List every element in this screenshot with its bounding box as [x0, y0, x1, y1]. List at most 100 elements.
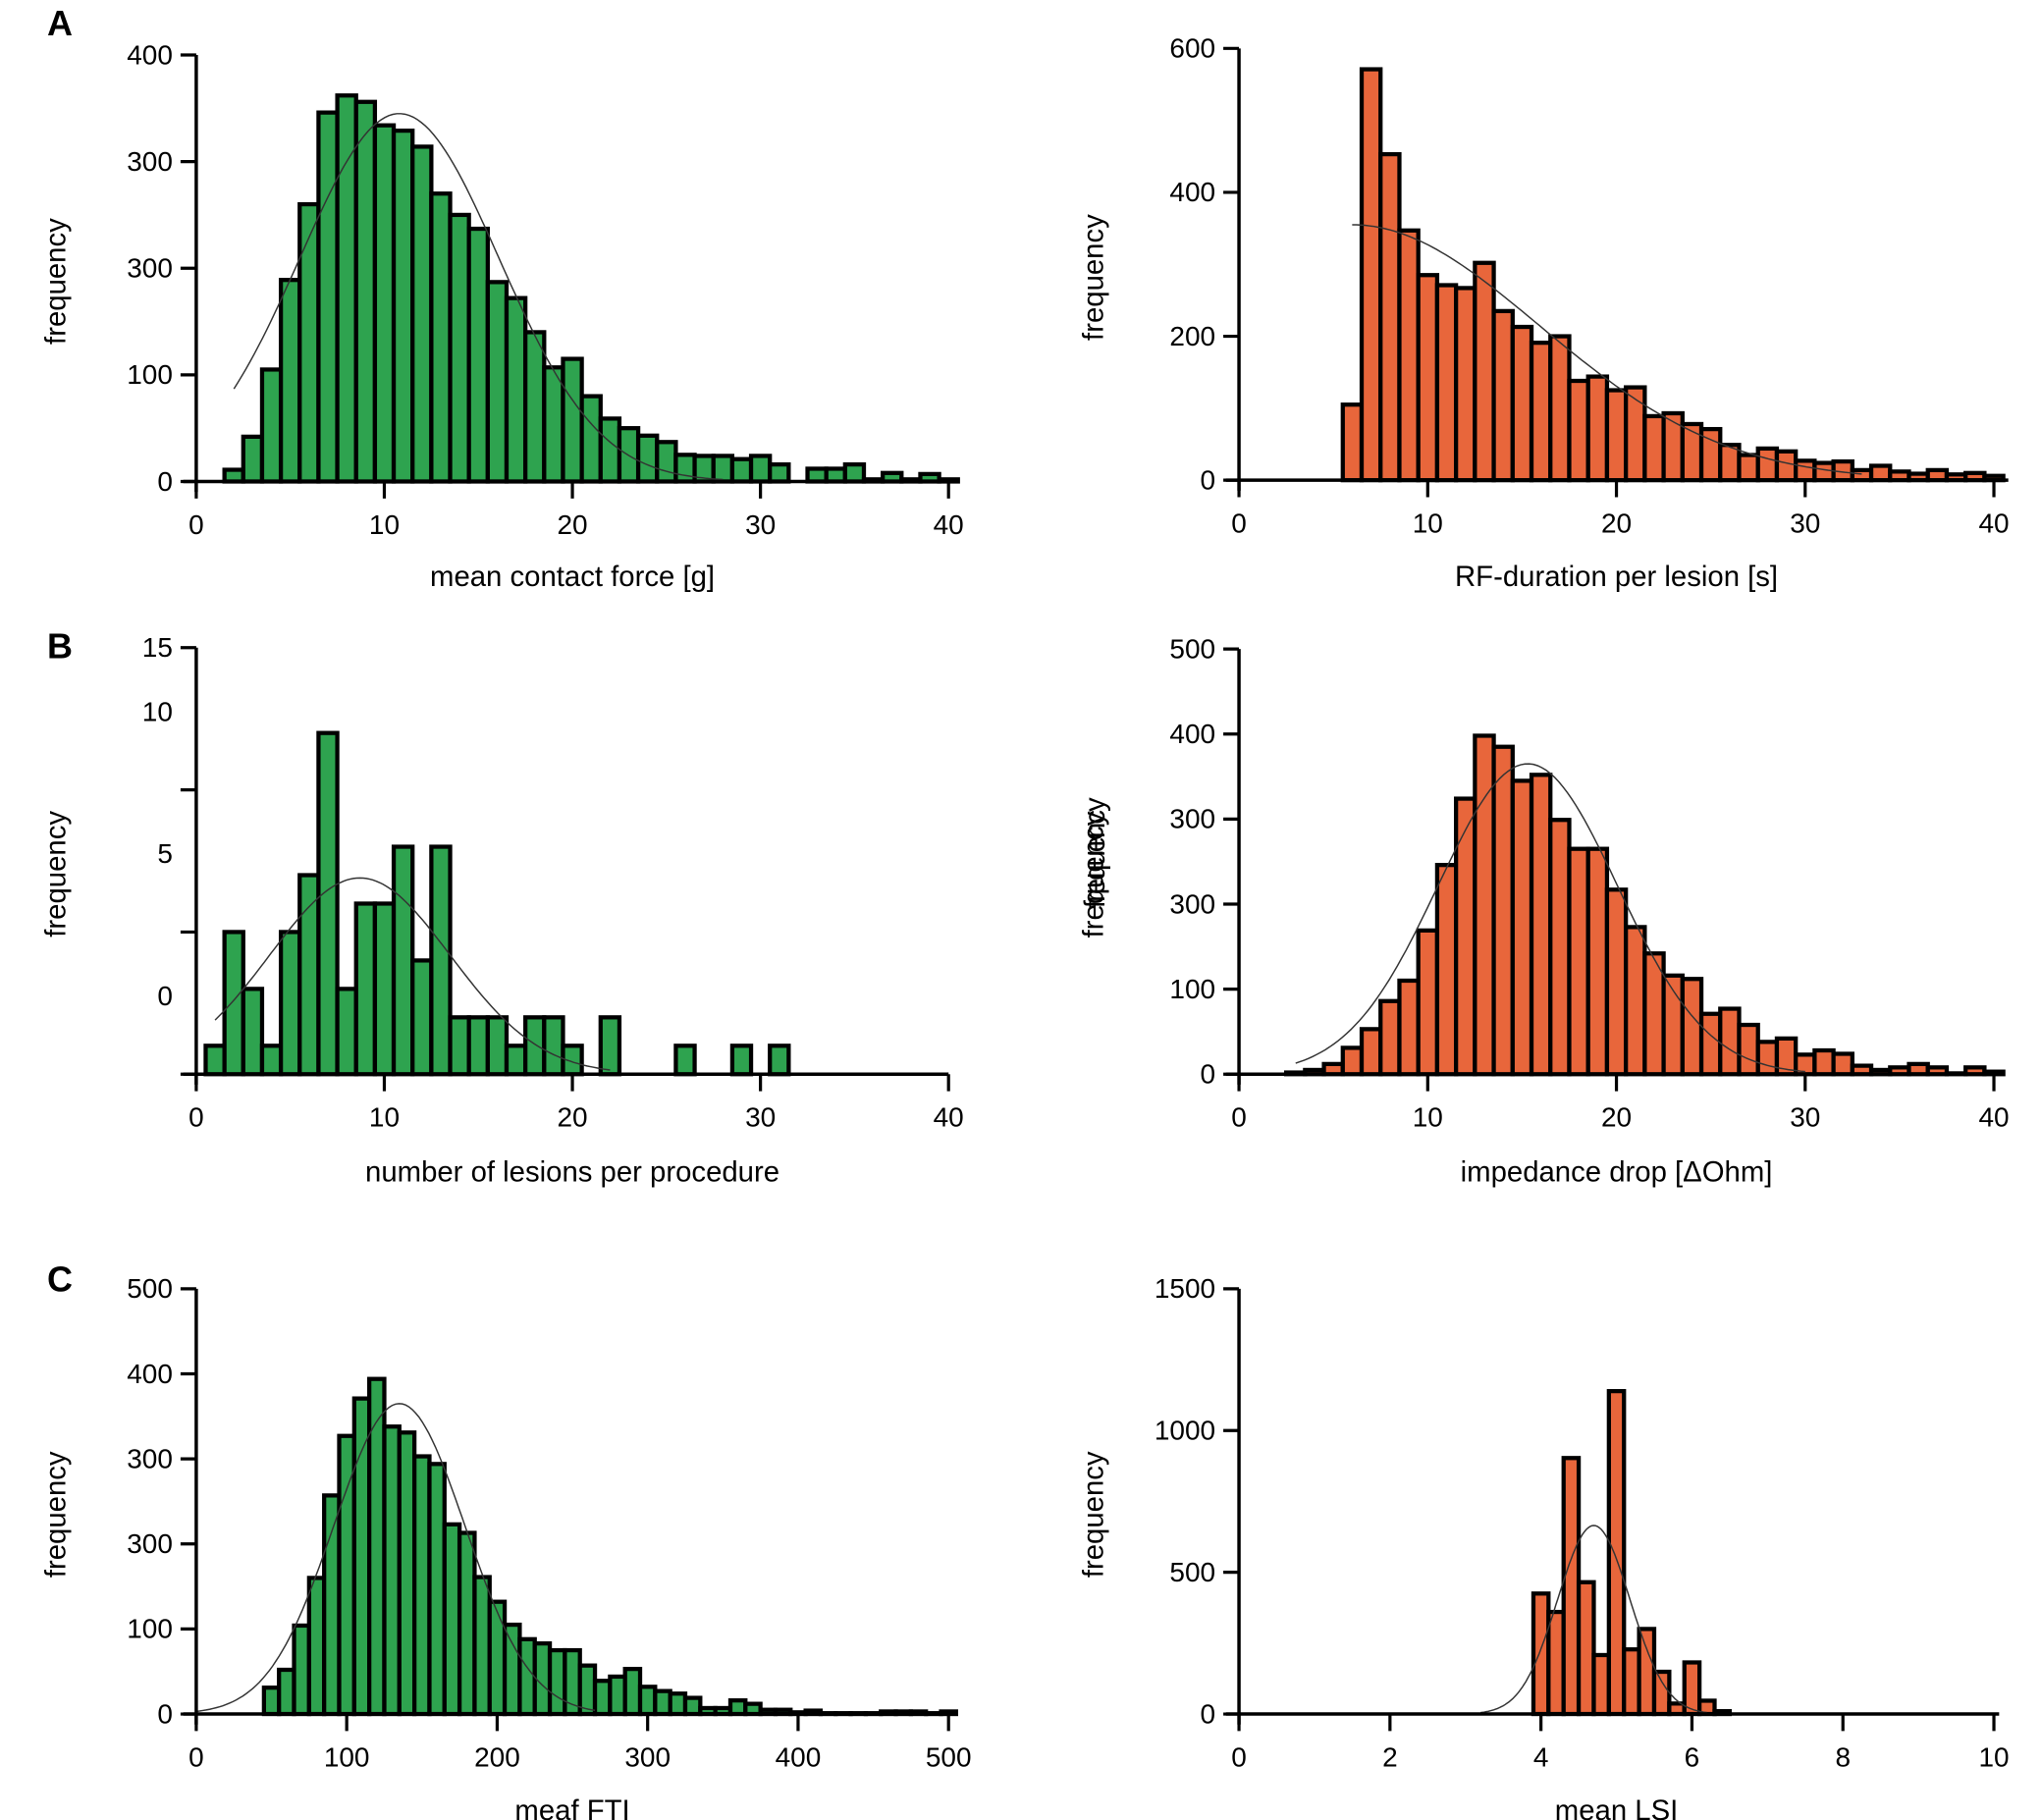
- histogram-bar: [372, 123, 397, 484]
- x-tick-label: 40: [1978, 508, 2009, 538]
- x-tick-label: 10: [1413, 508, 1443, 538]
- histogram-bar: [682, 1695, 703, 1717]
- y-tick-label: 400: [127, 39, 173, 70]
- histogram-bar: [1378, 998, 1402, 1077]
- y-tick-label: 400: [1169, 719, 1215, 749]
- x-tick-label: 30: [1790, 1102, 1820, 1133]
- histogram-bar: [1868, 463, 1893, 483]
- y-tick-label: 10: [142, 696, 173, 726]
- x-tick-label: 8: [1835, 1741, 1851, 1772]
- histogram-bar: [391, 128, 415, 484]
- histogram-bar: [598, 416, 622, 484]
- histogram-bar: [1622, 1647, 1641, 1717]
- histogram-bar: [1642, 413, 1666, 483]
- chart-mean-contact-force: 0 100 300 300 400 0 10 20 30 40 mean contact force…: [40, 39, 964, 593]
- histogram-bar: [1576, 1579, 1596, 1717]
- x-tick-label: 20: [1601, 1102, 1632, 1133]
- y-tick-label: 300: [127, 1443, 173, 1473]
- histogram-bar: [485, 1015, 510, 1077]
- histogram-bar: [1416, 273, 1440, 483]
- histogram-bar: [517, 1636, 537, 1717]
- x-tick-label: 30: [745, 509, 776, 540]
- x-axis-title: mean LSI: [1555, 1794, 1678, 1820]
- y-axis-title: frequency: [40, 218, 73, 345]
- y-tick-label: 300: [127, 1528, 173, 1559]
- histogram-bar: [1774, 449, 1799, 483]
- y-tick-label: 5: [157, 838, 173, 869]
- histogram-bar: [278, 930, 302, 1077]
- x-tick-label: 200: [474, 1741, 520, 1772]
- histogram-bar: [1561, 1456, 1582, 1717]
- histogram-bar: [397, 1430, 417, 1717]
- histogram-bar: [608, 1674, 627, 1717]
- histogram-bar: [592, 1679, 613, 1717]
- x-tick-label: 20: [557, 1102, 587, 1133]
- panel-letter-c: C: [47, 1259, 73, 1300]
- y-tick-label: 15: [142, 632, 173, 663]
- histogram-bar: [411, 1454, 432, 1717]
- histogram-bar: [410, 144, 434, 484]
- histogram-bar: [1340, 402, 1365, 483]
- histogram-bar: [391, 844, 415, 1077]
- histogram-bar: [1794, 458, 1817, 483]
- y-tick-label: 300: [1169, 888, 1215, 919]
- histogram-bar: [727, 1698, 748, 1717]
- histogram-bar: [382, 1424, 402, 1717]
- histogram-bar: [768, 1044, 791, 1077]
- histogram-bar: [297, 873, 321, 1077]
- histogram-bar: [1546, 1609, 1566, 1717]
- histogram-bar: [577, 1663, 598, 1717]
- histogram-bar: [1698, 1011, 1723, 1077]
- histogram-bar: [487, 1599, 508, 1717]
- histogram-bar: [335, 93, 358, 484]
- x-tick-label: 40: [1978, 1102, 2009, 1133]
- y-tick-label: 100: [1169, 974, 1215, 1004]
- y-tick-label: 100: [127, 359, 173, 390]
- histogram-bar: [1718, 1006, 1742, 1077]
- histogram-bar: [748, 454, 773, 484]
- histogram-bar: [335, 987, 358, 1077]
- histogram-bar: [1831, 1051, 1854, 1077]
- histogram-bar: [1637, 1627, 1657, 1717]
- histogram-bar: [729, 456, 754, 484]
- histogram-bar: [322, 1493, 342, 1717]
- x-tick-label: 0: [1231, 1102, 1247, 1133]
- histogram-bar: [523, 330, 547, 484]
- histogram-bar: [653, 1688, 672, 1717]
- histogram-bar: [222, 930, 245, 1077]
- histogram-bar: [1604, 388, 1629, 483]
- histogram-bar: [668, 1691, 688, 1717]
- y-tick-label: 1500: [1155, 1273, 1215, 1304]
- histogram-bar: [353, 99, 378, 484]
- histogram-bar: [1567, 378, 1590, 483]
- x-tick-label: 2: [1382, 1741, 1398, 1772]
- histogram-bar: [1397, 978, 1421, 1077]
- histogram-bar: [1718, 443, 1742, 483]
- histogram-bar: [448, 212, 471, 484]
- histogram-bar: [1624, 385, 1647, 483]
- x-tick-label: 0: [188, 1741, 204, 1772]
- histogram-bar: [635, 433, 660, 484]
- histogram-bar: [824, 466, 847, 484]
- histogram-bar: [316, 110, 340, 484]
- histogram-bar: [504, 295, 528, 484]
- histogram-bar: [427, 1462, 447, 1717]
- histogram-bar: [1454, 796, 1477, 1077]
- histogram-bar: [222, 467, 245, 484]
- histogram-bar: [466, 1015, 490, 1077]
- histogram-bar: [547, 1647, 567, 1717]
- x-axis-title: meaf FTI: [514, 1794, 629, 1820]
- histogram-bar: [711, 454, 735, 484]
- histogram-bar: [655, 440, 678, 484]
- panel-letter-b: B: [47, 625, 73, 666]
- histogram-bar: [637, 1685, 658, 1717]
- histogram-bar: [1737, 1022, 1760, 1077]
- histogram-bar: [1548, 334, 1572, 483]
- y-tick-label: 1000: [1155, 1416, 1215, 1446]
- histogram-bar: [1651, 1669, 1672, 1717]
- normal-fit-curve: [233, 113, 724, 481]
- chart-impedance-drop: 0 100 300 300 400 500 0 10 20 30 40 impedance drop …: [1077, 633, 2009, 1188]
- normal-fit-curve: [195, 1403, 596, 1713]
- x-axis-title: impedance drop [ΔOhm]: [1461, 1156, 1773, 1189]
- y-tick-label: 0: [157, 1698, 173, 1729]
